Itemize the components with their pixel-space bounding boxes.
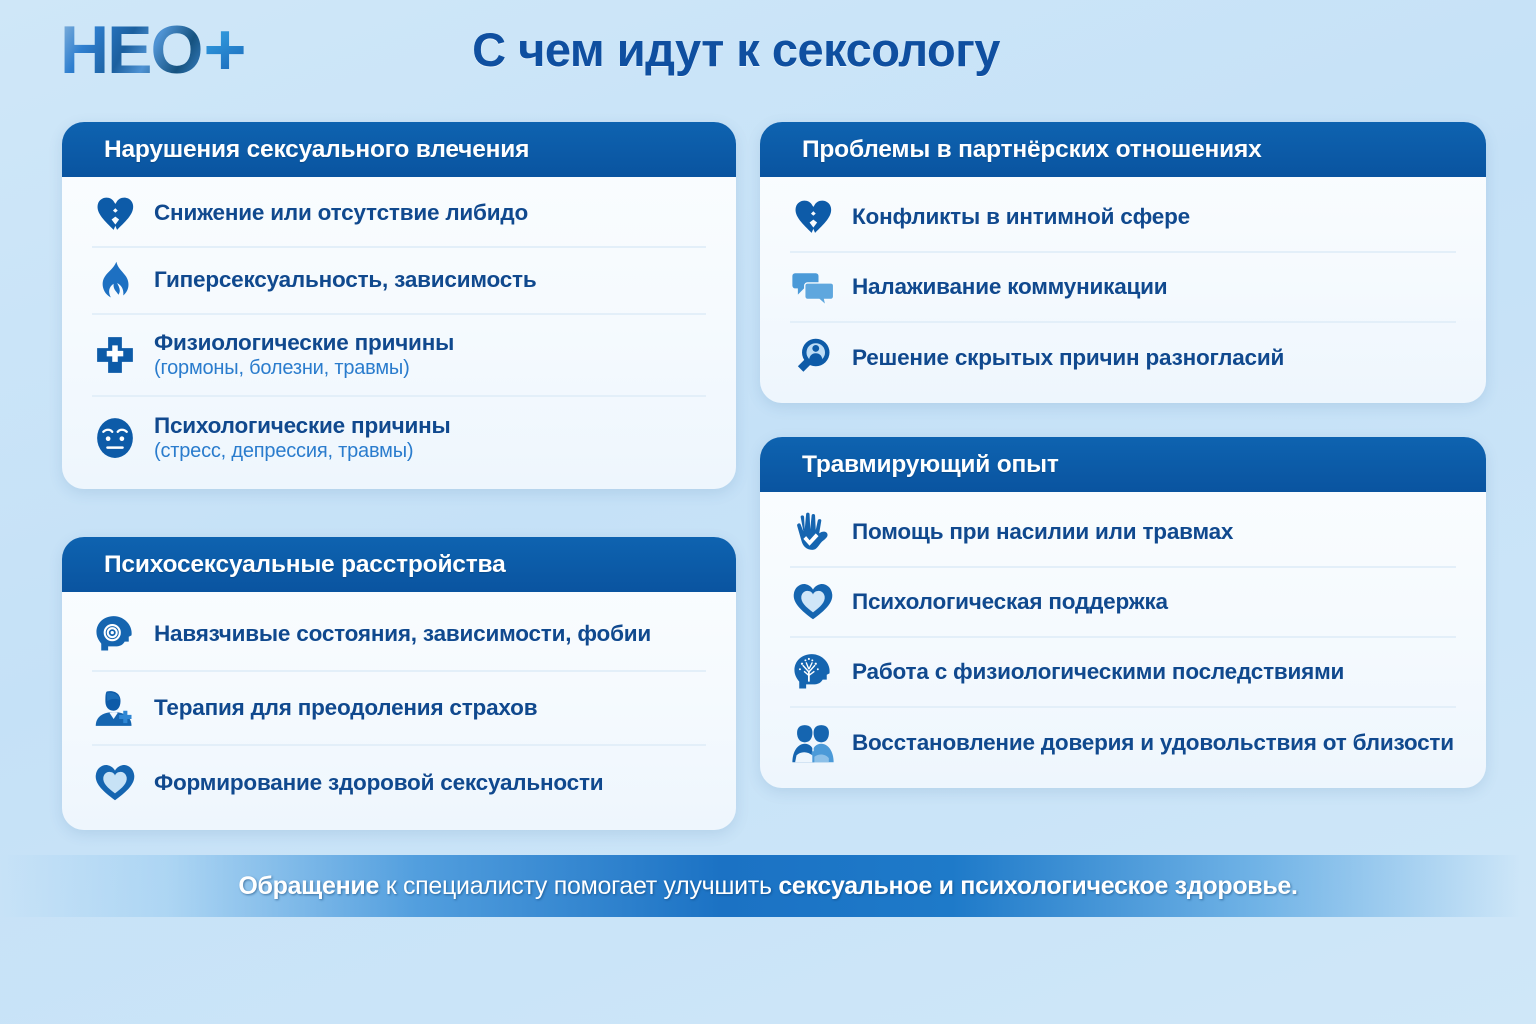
footer-message: Обращение к специалисту помогает улучшит…: [238, 871, 1298, 901]
card-header: Психосексуальные расстройства: [62, 537, 736, 592]
head-spiral-icon: [92, 611, 138, 657]
card-psychosexual-disorders: Психосексуальные расстройства Навязчивые…: [62, 537, 736, 830]
list-item-label: Решение скрытых причин разногласий: [852, 344, 1285, 370]
list-item[interactable]: Конфликты в интимной сфере: [790, 183, 1456, 253]
footer-message-middle: к специалисту помогает улучшить: [379, 871, 779, 900]
list-item[interactable]: Налаживание коммуникации: [790, 253, 1456, 323]
broken-heart-icon: [92, 191, 138, 237]
card-title: Травмирующий опыт: [802, 450, 1059, 478]
footer-message-lead: Обращение: [238, 871, 380, 900]
list-item[interactable]: Психологические причины (стресс, депресс…: [92, 397, 706, 479]
sad-face-icon: [92, 415, 138, 461]
list-item-label: Конфликты в интимной сфере: [852, 203, 1190, 229]
card-body: Снижение или отсутствие либидо Гиперсекс…: [62, 177, 736, 489]
card-body: Помощь при насилии или травмах Психологи…: [760, 492, 1486, 788]
medical-cross-icon: [92, 332, 138, 378]
brand-logo-plus-icon: +: [203, 8, 246, 91]
card-header: Проблемы в партнёрских отношениях: [760, 122, 1486, 177]
list-item[interactable]: Решение скрытых причин разногласий: [790, 323, 1456, 393]
list-item[interactable]: Навязчивые состояния, зависимости, фобии: [92, 598, 706, 672]
card-partner-relationship-problems: Проблемы в партнёрских отношениях Конфли…: [760, 122, 1486, 403]
broken-heart-icon: [790, 194, 836, 240]
list-item-label: Психологическая поддержка: [852, 588, 1168, 614]
list-item[interactable]: Формирование здоровой сексуальности: [92, 746, 706, 820]
speech-bubbles-icon: [790, 264, 836, 310]
head-tree-icon: [790, 649, 836, 695]
list-item-sublabel: (стресс, депрессия, травмы): [154, 439, 414, 462]
person-plus-icon: [92, 685, 138, 731]
footer-banner: Обращение к специалисту помогает улучшит…: [0, 855, 1536, 917]
list-item[interactable]: Психологическая поддержка: [790, 568, 1456, 638]
card-title: Психосексуальные расстройства: [104, 550, 506, 578]
list-item-label: Гиперсексуальность, зависимость: [154, 267, 537, 292]
list-item-sublabel: (гормоны, болезни, травмы): [154, 356, 410, 379]
list-item[interactable]: Терапия для преодоления страхов: [92, 672, 706, 746]
card-header: Травмирующий опыт: [760, 437, 1486, 492]
list-item-label: Физиологические причины: [154, 329, 455, 355]
card-sexual-desire-disorders: Нарушения сексуального влечения Снижение…: [62, 122, 736, 489]
card-body: Навязчивые состояния, зависимости, фобии…: [62, 592, 736, 830]
page-title: С чем идут к сексологу: [472, 23, 1000, 76]
list-item-label: Терапия для преодоления страхов: [154, 694, 538, 720]
hand-stop-icon: [790, 509, 836, 555]
list-item[interactable]: Физиологические причины (гормоны, болезн…: [92, 315, 706, 397]
list-item-label: Восстановление доверия и удовольствия от…: [852, 729, 1454, 755]
heart-icon: [92, 760, 138, 806]
card-title: Нарушения сексуального влечения: [104, 135, 530, 163]
card-body: Конфликты в интимной сфере Налаживание к…: [760, 177, 1486, 403]
list-item[interactable]: Работа с физиологическими последствиями: [790, 638, 1456, 708]
footer-message-highlight: сексуальное и психологическое здоровье.: [778, 871, 1298, 900]
list-item[interactable]: Восстановление доверия и удовольствия от…: [790, 708, 1456, 778]
couple-icon: [790, 720, 836, 766]
card-traumatic-experience: Травмирующий опыт Помощь при насилии или…: [760, 437, 1486, 788]
card-header: Нарушения сексуального влечения: [62, 122, 736, 177]
heart-icon: [790, 579, 836, 625]
list-item-label: Снижение или отсутствие либидо: [154, 200, 529, 225]
flame-icon: [92, 258, 138, 304]
list-item-label: Формирование здоровой сексуальности: [154, 769, 604, 795]
list-item-label: Работа с физиологическими последствиями: [852, 658, 1345, 684]
card-title: Проблемы в партнёрских отношениях: [802, 135, 1262, 163]
list-item[interactable]: Гиперсексуальность, зависимость: [92, 248, 706, 315]
brand-logo-text: НЕО: [60, 12, 203, 88]
list-item[interactable]: Помощь при насилии или травмах: [790, 498, 1456, 568]
brand-logo[interactable]: НЕО +: [60, 8, 247, 91]
list-item-label: Помощь при насилии или травмах: [852, 518, 1234, 544]
list-item-label: Навязчивые состояния, зависимости, фобии: [154, 620, 652, 646]
list-item[interactable]: Снижение или отсутствие либидо: [92, 181, 706, 248]
magnifier-person-icon: [790, 335, 836, 381]
list-item-label: Психологические причины: [154, 412, 451, 438]
page-header: НЕО + С чем идут к сексологу: [0, 0, 1536, 112]
list-item-label: Налаживание коммуникации: [852, 273, 1168, 299]
